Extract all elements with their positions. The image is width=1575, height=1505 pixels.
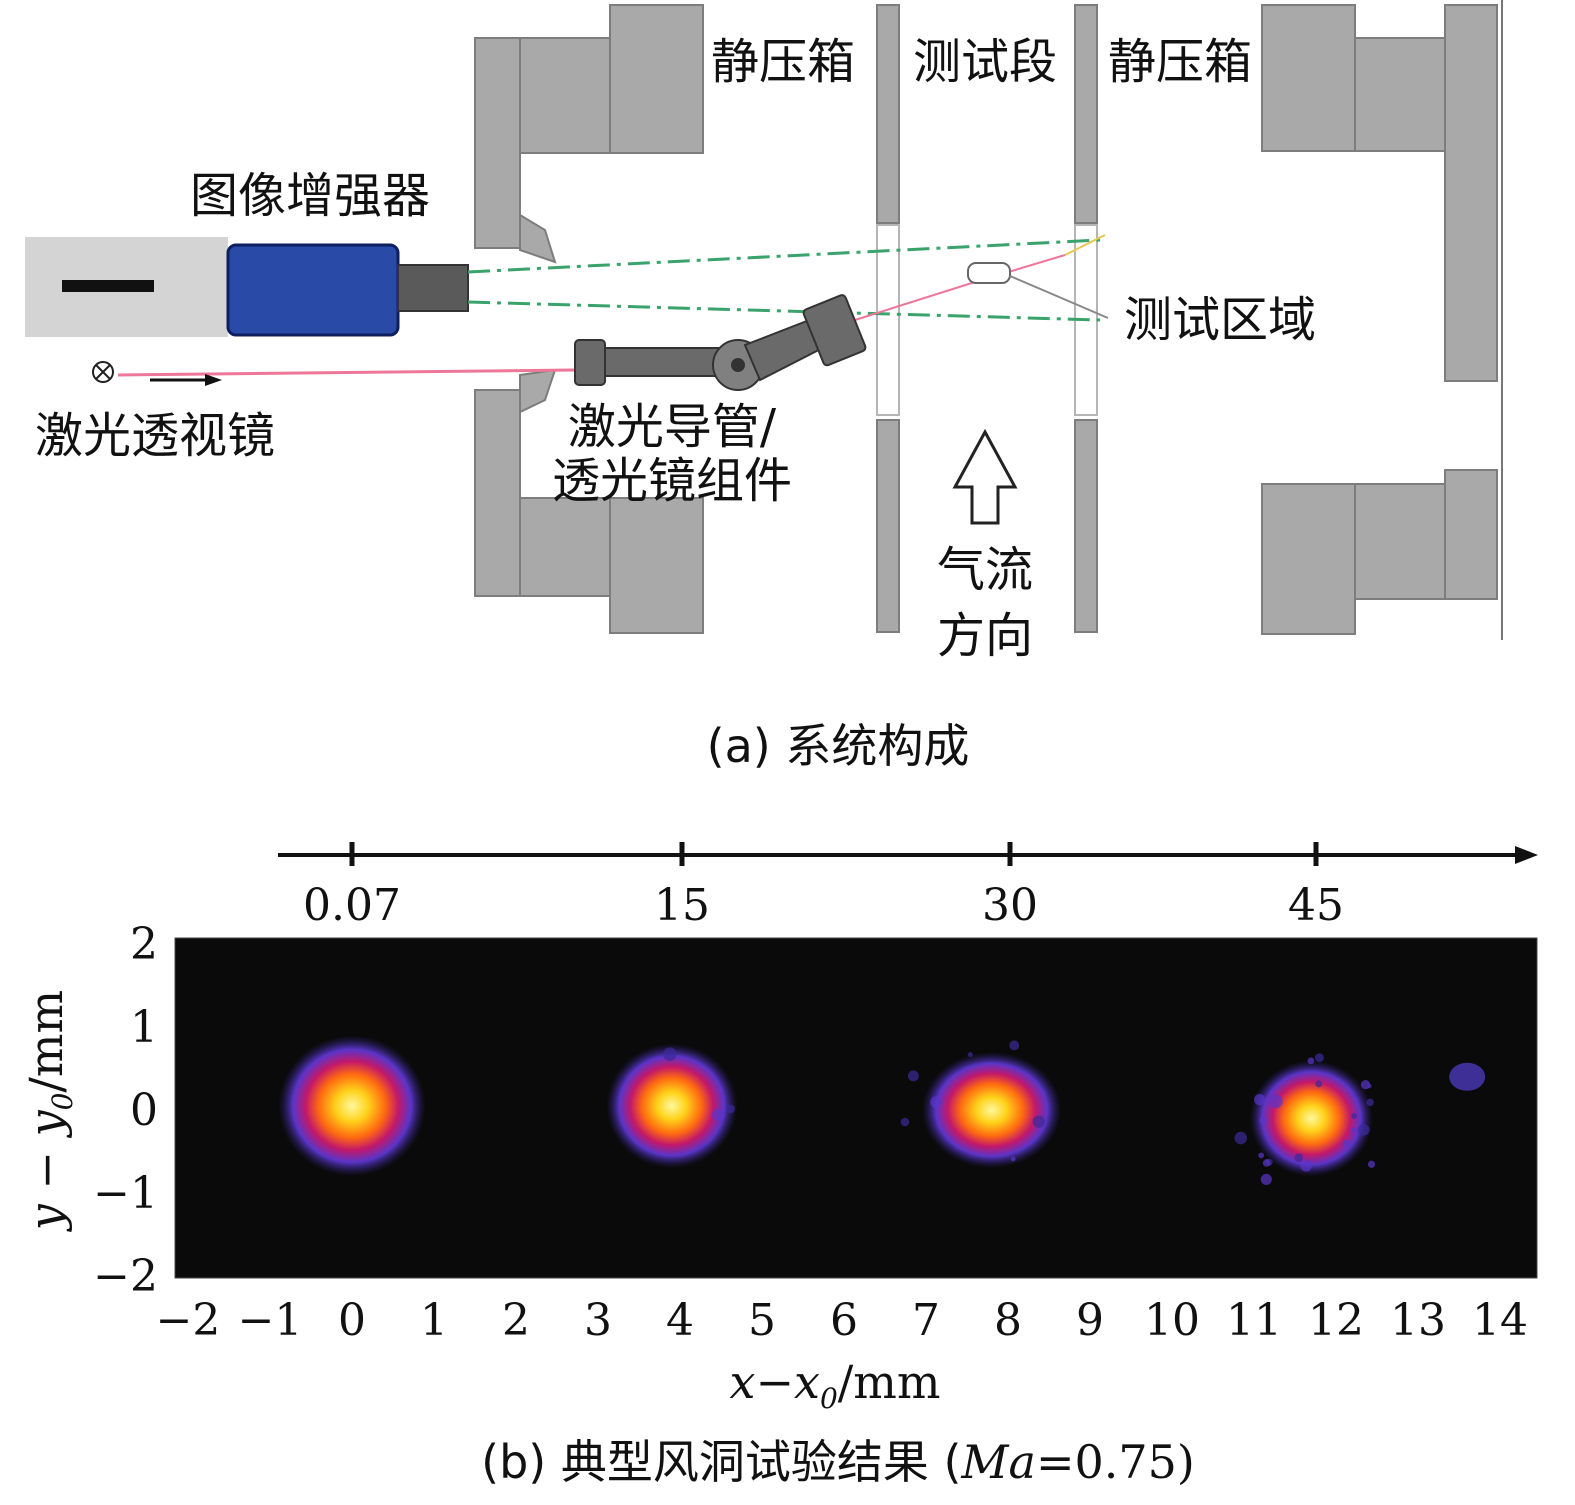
heat-speckle [1009, 1040, 1020, 1051]
y-tick-label: 0 [130, 1085, 158, 1136]
label-airflow-line1: 气流 [937, 542, 1033, 598]
caption-a: (a) 系统构成 [707, 719, 970, 773]
label-laser-guide-line1: 激光导管/ [568, 399, 777, 455]
top-tick-label: 30 [982, 880, 1038, 931]
top-tick-label: 45 [1288, 880, 1344, 931]
heat-spot [606, 1043, 738, 1169]
intensifier-lens [397, 264, 469, 312]
x-tick-label: 13 [1390, 1295, 1446, 1346]
test-region-leader [1009, 275, 1109, 319]
label-laser-guide-line2: 透光镜组件 [552, 453, 792, 509]
x-tick-label: 0 [338, 1295, 366, 1346]
right-wall [1261, 4, 1498, 635]
heat-speckle [1351, 1112, 1358, 1119]
heat-speckle [1360, 1079, 1371, 1090]
heat-speckle [1294, 1153, 1304, 1163]
x-tick-label: −1 [238, 1295, 303, 1346]
heat-speckle [1307, 1057, 1315, 1065]
faint-blob [1449, 1062, 1486, 1091]
heat-spot-core [921, 1051, 1062, 1169]
y-tick-label: 1 [130, 1002, 158, 1053]
heat-speckle [907, 1070, 919, 1082]
x-tick-label: 6 [830, 1295, 858, 1346]
top-tick-label: 15 [654, 880, 710, 931]
x-tick-label: 4 [666, 1295, 694, 1346]
x-tick-label: −2 [156, 1295, 221, 1346]
x-tick-label: 14 [1472, 1295, 1528, 1346]
x-tick-label: 3 [584, 1295, 612, 1346]
heat-spot-core [606, 1043, 738, 1169]
heat-speckle [1010, 1156, 1016, 1162]
heat-speckle [1357, 1123, 1370, 1136]
label-laser-viewer: 激光透视镜 [35, 408, 275, 464]
top-axis: 0.07 15 30 45 [278, 842, 1538, 931]
arrow-right-icon [150, 374, 222, 386]
x-tick-label: 2 [502, 1295, 530, 1346]
x-axis-label: x−x0/mm [729, 1355, 940, 1415]
y-tick-label: 2 [130, 919, 158, 970]
label-image-intensifier: 图像增强器 [190, 168, 430, 224]
airflow-arrow-icon [952, 428, 1018, 525]
heat-speckle [1366, 1098, 1374, 1107]
heat-speckle [1262, 1159, 1271, 1167]
heat-spot [900, 1040, 1062, 1169]
label-static-box-left: 静压箱 [711, 34, 855, 90]
x-tick-label: 10 [1144, 1295, 1200, 1346]
heat-speckle [930, 1096, 943, 1109]
heat-speckle [1234, 1131, 1248, 1145]
panel-a-diagram: 静压箱 测试段 静压箱 图像增强器 测试区域 激光透视镜 激光导管/ 透光镜组件… [25, 0, 1503, 773]
heat-spot [1234, 1053, 1376, 1185]
laser-guide-tube [574, 294, 867, 391]
heat-speckle [1314, 1053, 1324, 1063]
heat-spot-core [278, 1035, 426, 1177]
x-tick-label: 9 [1076, 1295, 1104, 1346]
x-tick-label: 11 [1226, 1295, 1282, 1346]
heat-speckle [900, 1117, 910, 1127]
top-tick-label: 0.07 [303, 880, 401, 931]
heat-speckle [726, 1104, 735, 1114]
heat-spot-core [1249, 1060, 1373, 1177]
label-static-box-right: 静压箱 [1108, 34, 1252, 90]
heat-spot [278, 1035, 426, 1177]
panel-b-chart: 0.07 15 30 45 −2 −1 0 1 2 3 4 5 6 7 8 9 10 11 12 13 14 2… [19, 842, 1538, 1489]
test-region-marker [967, 262, 1011, 284]
heat-speckle [663, 1047, 677, 1061]
laser-viewer-symbol [92, 361, 114, 383]
heat-speckle [1258, 1152, 1265, 1159]
heat-speckle [1367, 1160, 1376, 1168]
x-tick-label: 12 [1308, 1295, 1364, 1346]
y-tick-label: −2 [93, 1251, 158, 1302]
heat-speckle [1315, 1080, 1323, 1088]
heat-speckle [1300, 1160, 1312, 1172]
heat-speckle [711, 1108, 725, 1122]
test-section-walls [876, 4, 1098, 633]
x-tick-labels: −2 −1 0 1 2 3 4 5 6 7 8 9 10 11 12 13 14 [156, 1295, 1528, 1346]
heat-speckle [1268, 1094, 1283, 1109]
x-tick-label: 5 [748, 1295, 776, 1346]
heat-speckle [1259, 1116, 1267, 1125]
heat-speckle [1032, 1115, 1045, 1128]
heat-speckle [1253, 1093, 1266, 1106]
heat-speckle [1342, 1139, 1351, 1148]
heat-speckle [1260, 1173, 1272, 1185]
green-optical-paths [467, 238, 1101, 322]
test-section-windows [876, 224, 1098, 416]
camera-slot [62, 280, 154, 292]
x-tick-label: 7 [912, 1295, 940, 1346]
heatmap-spots [278, 1035, 1486, 1185]
heat-speckle [1350, 1127, 1357, 1133]
caption-b: (b) 典型风洞试验结果 (Ma=0.75) [481, 1435, 1195, 1489]
y-tick-label: −1 [93, 1168, 158, 1219]
left-wall [474, 4, 704, 634]
heat-speckle [967, 1052, 973, 1058]
x-tick-label: 1 [420, 1295, 448, 1346]
x-tick-label: 8 [994, 1295, 1022, 1346]
y-axis-label: y − y0/mm [19, 990, 79, 1232]
image-intensifier [226, 243, 400, 337]
label-airflow-line2: 方向 [937, 608, 1033, 664]
y-tick-labels: 2 1 0 −1 −2 [93, 919, 158, 1302]
label-test-section: 测试段 [913, 34, 1057, 90]
label-test-region: 测试区域 [1124, 292, 1316, 348]
